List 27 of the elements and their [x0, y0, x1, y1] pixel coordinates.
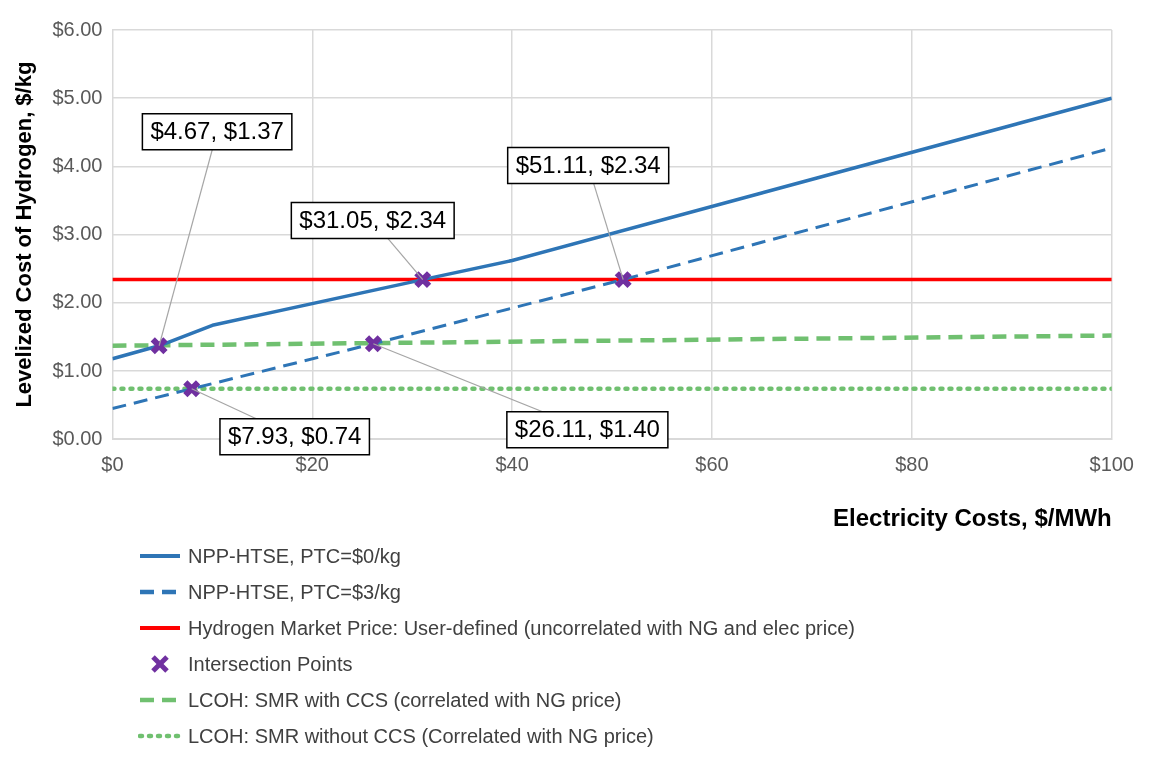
- annotation: $26.11, $1.40: [514, 415, 660, 443]
- point: [149, 336, 169, 356]
- annotation: $51.11, $2.34: [515, 151, 661, 179]
- x-tick-label: $100: [1089, 452, 1134, 475]
- y-tick-label: $5.00: [52, 85, 103, 108]
- annotation: $31.05, $2.34: [299, 206, 447, 234]
- y-tick-label: $1.00: [52, 358, 103, 381]
- x-tick-label: $60: [695, 452, 729, 475]
- legend-label: Intersection Points: [188, 652, 353, 676]
- y-axis-title: Levelized Cost of Hydrogen, $/kg: [11, 61, 37, 408]
- legend-label: NPP-HTSE, PTC=$0/kg: [188, 544, 401, 568]
- legend-label: LCOH: SMR with CCS (correlated with NG price): [188, 688, 622, 712]
- x-tick-label: $40: [495, 452, 529, 475]
- x-tick-label: $80: [895, 452, 929, 475]
- y-tick-label: $6.00: [52, 17, 103, 40]
- y-tick-label: $2.00: [52, 290, 103, 313]
- x-tick-label: $0: [101, 452, 124, 475]
- y-tick-label: $4.00: [52, 153, 103, 176]
- annotation: $4.67, $1.37: [150, 117, 284, 145]
- legend-label: LCOH: SMR without CCS (Correlated with NG price): [188, 724, 654, 748]
- legend-label: Hydrogen Market Price: User-defined (uncorrelated with NG and elec price): [188, 616, 855, 640]
- x-axis-title: Electricity Costs, $/MWh: [833, 504, 1112, 532]
- annotation: $7.93, $0.74: [227, 422, 362, 450]
- y-tick-label: $3.00: [52, 222, 103, 245]
- y-tick-label: $0.00: [52, 426, 103, 449]
- x-tick-label: $20: [295, 452, 329, 475]
- legend-label: NPP-HTSE, PTC=$3/kg: [188, 580, 401, 604]
